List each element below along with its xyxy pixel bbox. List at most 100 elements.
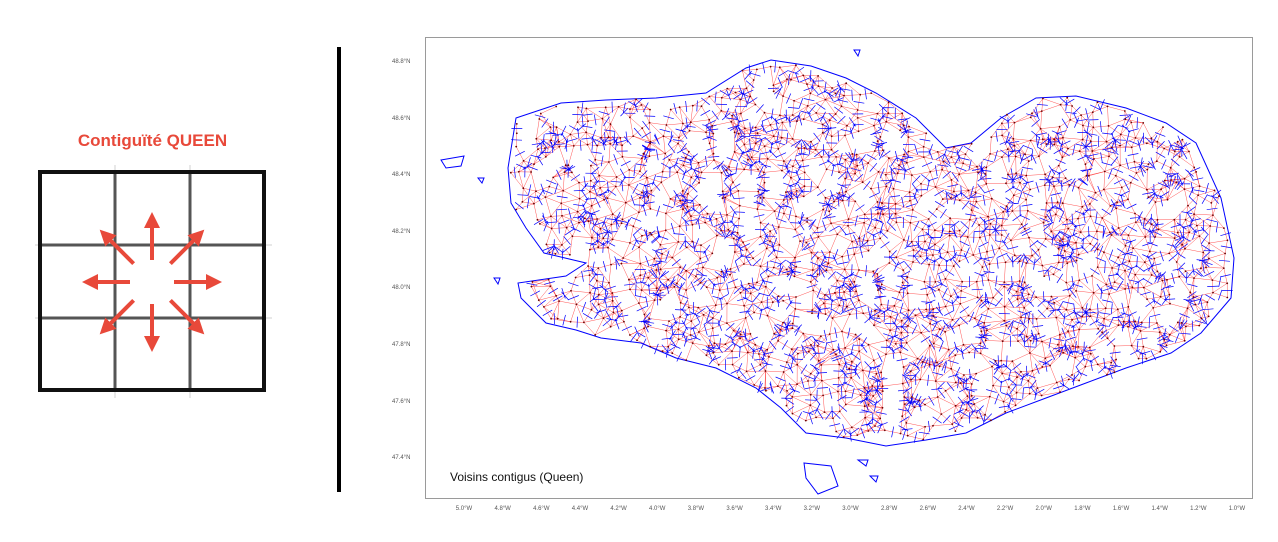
commune-centroid — [950, 197, 952, 199]
x-tick-label: 3.8°W — [687, 506, 705, 512]
x-tick-label: 4.2°W — [610, 506, 627, 512]
commune-centroid — [986, 329, 988, 332]
commune-centroid — [885, 120, 888, 123]
commune-centroid — [515, 208, 518, 211]
arrow-north-west — [99, 229, 136, 266]
commune-centroid — [1117, 324, 1120, 327]
commune-centroid — [1045, 143, 1048, 145]
commune-centroid — [558, 300, 560, 302]
commune-centroid — [908, 191, 911, 194]
commune-centroid — [1193, 277, 1195, 279]
commune-centroid — [1020, 316, 1022, 319]
commune-centroid — [1160, 188, 1162, 191]
commune-centroid — [1068, 184, 1071, 186]
commune-centroid — [515, 123, 518, 125]
commune-centroid — [959, 382, 962, 384]
commune-centroid — [713, 342, 716, 345]
commune-centroid — [858, 299, 860, 302]
commune-centroid — [985, 166, 988, 169]
commune-centroid — [1067, 330, 1069, 333]
commune-centroid — [1001, 122, 1003, 125]
commune-centroid — [1147, 163, 1150, 165]
commune-centroid — [823, 411, 826, 413]
arrow-north-east — [168, 229, 205, 266]
commune-centroid — [809, 393, 812, 396]
commune-centroid — [987, 279, 990, 281]
commune-centroid — [794, 228, 797, 231]
commune-centroid — [1058, 333, 1061, 336]
commune-centroid — [1002, 211, 1005, 213]
commune-centroid — [802, 74, 805, 77]
commune-centroid — [1091, 111, 1094, 114]
commune-centroid — [781, 121, 784, 124]
commune-centroid — [948, 230, 951, 233]
commune-centroid — [1031, 112, 1033, 115]
commune-centroid — [833, 200, 835, 203]
commune-centroid — [785, 361, 788, 364]
commune-centroid — [1088, 346, 1091, 349]
commune-centroid — [932, 424, 934, 427]
commune-centroid — [1184, 247, 1186, 250]
commune-centroid — [560, 202, 563, 205]
commune-centroid — [820, 364, 823, 366]
commune-centroid — [986, 250, 988, 253]
commune-centroid — [1208, 242, 1210, 245]
commune-centroid — [711, 252, 714, 255]
commune-centroid — [1027, 160, 1030, 162]
commune-centroid — [954, 430, 957, 432]
commune-centroid — [649, 142, 652, 145]
commune-centroid — [838, 171, 840, 174]
commune-centroid — [629, 242, 631, 244]
commune-centroid — [1144, 236, 1147, 238]
map-caption: Voisins contigus (Queen) — [450, 470, 584, 484]
commune-centroid — [772, 84, 775, 87]
commune-centroid — [1211, 279, 1214, 281]
commune-centroid — [763, 181, 766, 184]
commune-centroid — [793, 275, 796, 278]
commune-centroid — [837, 390, 839, 393]
commune-centroid — [1071, 374, 1073, 376]
commune-centroid — [687, 150, 690, 153]
commune-centroid — [919, 378, 922, 381]
commune-centroid — [1205, 266, 1207, 269]
commune-centroid — [879, 237, 882, 240]
commune-centroid — [669, 198, 672, 200]
commune-centroid — [547, 278, 550, 281]
commune-centroid — [795, 265, 798, 268]
commune-centroid — [1103, 170, 1106, 173]
commune-centroid — [856, 117, 859, 119]
commune-centroid — [1101, 217, 1104, 219]
commune-centroid — [1096, 230, 1098, 233]
commune-centroid — [552, 176, 555, 179]
commune-centroid — [548, 251, 551, 254]
commune-centroid — [906, 276, 909, 279]
commune-centroid — [1156, 270, 1159, 273]
commune-centroid — [1108, 231, 1111, 234]
commune-centroid — [679, 266, 682, 269]
commune-centroid — [1106, 337, 1109, 340]
commune-centroid — [1053, 301, 1056, 304]
commune-centroid — [1004, 410, 1006, 413]
commune-centroid — [1020, 223, 1023, 226]
commune-centroid — [978, 224, 980, 226]
commune-centroid — [938, 365, 941, 368]
commune-centroid — [962, 162, 965, 165]
commune-centroid — [938, 288, 940, 291]
commune-centroid — [628, 278, 630, 281]
commune-centroid — [1195, 171, 1198, 173]
commune-centroid — [849, 283, 852, 286]
commune-centroid — [922, 156, 925, 158]
commune-centroid — [726, 214, 728, 216]
commune-centroid — [589, 179, 592, 182]
commune-centroid — [1011, 360, 1014, 363]
commune-centroid — [817, 85, 820, 87]
commune-centroid — [879, 136, 882, 138]
commune-centroid — [1010, 239, 1012, 242]
commune-centroid — [858, 237, 860, 240]
commune-centroid — [571, 171, 573, 174]
commune-centroid — [848, 367, 851, 370]
commune-centroid — [1059, 103, 1062, 106]
commune-centroid — [1036, 387, 1039, 389]
commune-centroid — [1159, 295, 1162, 298]
commune-centroid — [679, 199, 681, 202]
